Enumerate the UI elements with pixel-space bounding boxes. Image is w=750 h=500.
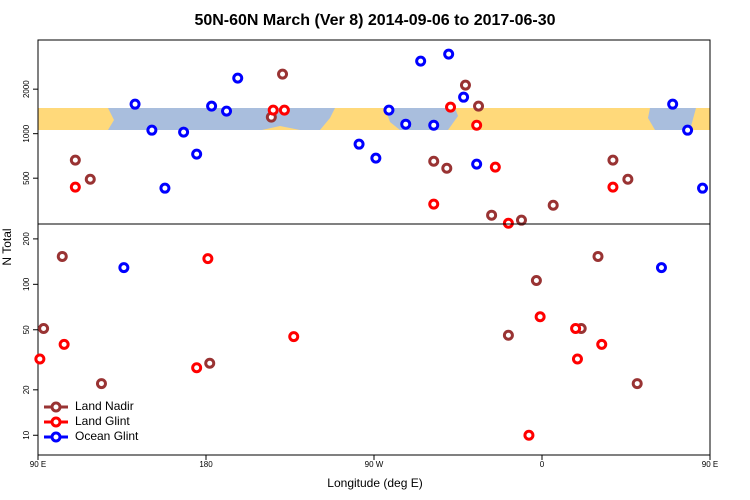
point: [232, 72, 244, 84]
point: [38, 322, 50, 334]
point: [471, 119, 483, 131]
point: [502, 217, 514, 229]
point: [69, 181, 81, 193]
point: [471, 158, 483, 170]
y-tick-label: 20: [22, 385, 31, 394]
y-tick-label: 1000: [22, 124, 31, 142]
point: [58, 338, 70, 350]
point: [221, 105, 233, 117]
point: [667, 98, 679, 110]
point: [202, 253, 214, 265]
point: [622, 173, 634, 185]
point: [515, 214, 527, 226]
point: [56, 250, 68, 262]
point: [682, 124, 694, 136]
point: [415, 55, 427, 67]
legend-label: Land Nadir: [75, 399, 134, 413]
point: [353, 138, 365, 150]
point: [400, 118, 412, 130]
y-tick-label: 200: [22, 232, 31, 246]
point: [267, 104, 279, 116]
point: [459, 79, 471, 91]
point: [288, 331, 300, 343]
point: [129, 98, 141, 110]
x-tick-label: 90 E: [702, 460, 718, 469]
point: [697, 182, 709, 194]
point: [278, 104, 290, 116]
plot-frame: [37, 223, 711, 456]
map-strip: [38, 108, 710, 130]
map-ocean: [108, 108, 335, 130]
point: [571, 353, 583, 365]
x-tick-label: 180: [199, 460, 213, 469]
point: [204, 357, 216, 369]
point: [441, 162, 453, 174]
point: [486, 209, 498, 221]
point: [191, 148, 203, 160]
legend-marker: [50, 416, 62, 428]
point: [370, 152, 382, 164]
point: [473, 100, 485, 112]
point: [570, 322, 582, 334]
point: [443, 48, 455, 60]
point: [502, 329, 514, 341]
chart-title: 50N-60N March (Ver 8) 2014-09-06 to 2017…: [194, 12, 555, 29]
point: [458, 91, 470, 103]
legend-marker: [50, 431, 62, 443]
point: [69, 154, 81, 166]
point: [428, 119, 440, 131]
point: [178, 126, 190, 138]
point: [95, 378, 107, 390]
legend-marker: [50, 401, 62, 413]
point: [159, 182, 171, 194]
point: [206, 100, 218, 112]
point: [530, 275, 542, 287]
point: [655, 262, 667, 274]
point: [534, 311, 546, 323]
point: [428, 198, 440, 210]
legend-label: Ocean Glint: [75, 429, 139, 443]
y-tick-label: 100: [22, 277, 31, 291]
point: [489, 161, 501, 173]
point: [523, 429, 535, 441]
map-ocean: [648, 108, 696, 130]
x-axis-label: Longitude (deg E): [327, 476, 422, 490]
x-tick-label: 0: [540, 460, 545, 469]
point: [383, 104, 395, 116]
point: [146, 124, 158, 136]
point: [84, 173, 96, 185]
y-axis-label: N Total: [0, 228, 14, 265]
y-tick-label: 50: [22, 325, 31, 334]
y-tick-label: 2000: [22, 80, 31, 98]
point: [277, 68, 289, 80]
point: [607, 181, 619, 193]
point: [428, 155, 440, 167]
point: [445, 101, 457, 113]
plot-frame: [37, 39, 711, 225]
y-tick-label: 10: [22, 430, 31, 439]
legend-label: Land Glint: [75, 414, 130, 428]
point: [592, 250, 604, 262]
x-tick-label: 90 W: [365, 460, 384, 469]
point: [34, 353, 46, 365]
point: [631, 378, 643, 390]
point: [191, 362, 203, 374]
point: [547, 199, 559, 211]
y-tick-label: 500: [22, 171, 31, 185]
x-tick-label: 90 E: [30, 460, 46, 469]
point: [607, 154, 619, 166]
point: [596, 338, 608, 350]
point: [118, 262, 130, 274]
